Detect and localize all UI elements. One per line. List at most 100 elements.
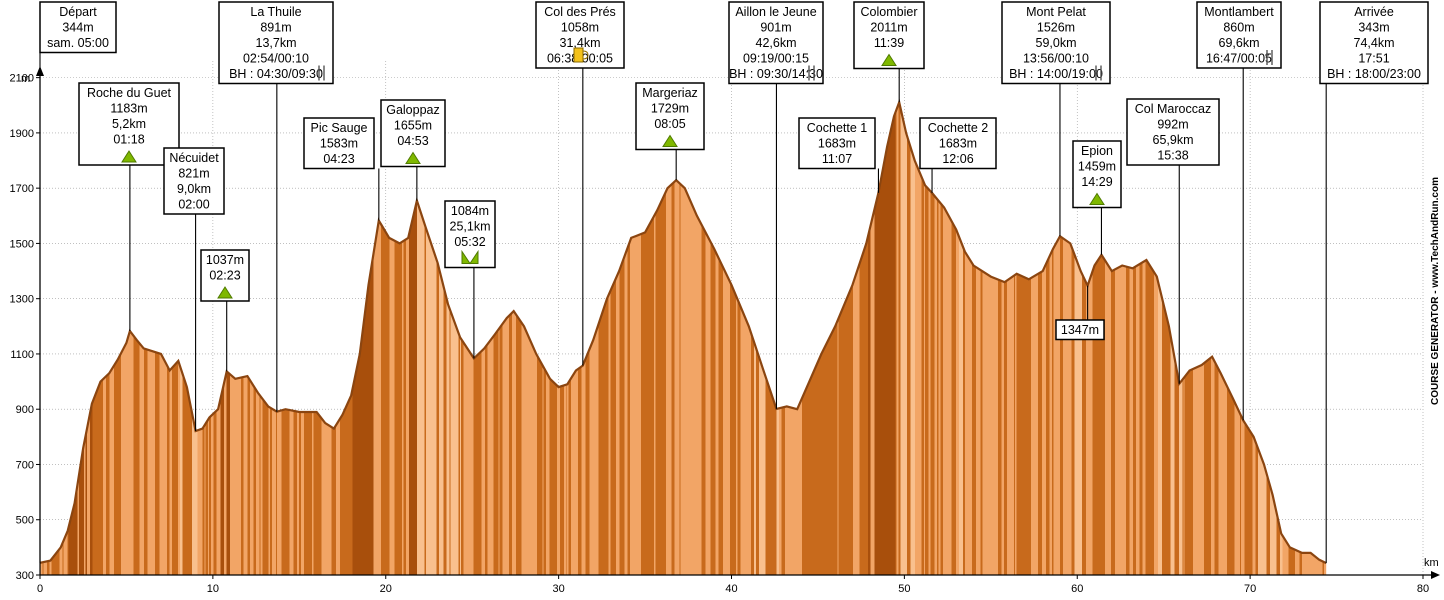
label-time: 16:47/00:05 bbox=[1206, 52, 1272, 66]
label-box bbox=[1126, 98, 1220, 166]
label-time: 02:54/00:10 bbox=[243, 52, 309, 66]
label-time: 01:18 bbox=[113, 133, 144, 147]
y-tick-label: 1500 bbox=[10, 238, 34, 250]
x-tick-label: 70 bbox=[1244, 583, 1256, 595]
x-tick-label: 50 bbox=[898, 583, 910, 595]
label-alt: 1683m bbox=[818, 137, 856, 151]
label-alt: 1655m bbox=[394, 119, 432, 133]
restaurant-icon bbox=[1094, 65, 1102, 81]
y-tick-label: 1100 bbox=[10, 349, 34, 361]
restaurant-icon bbox=[807, 65, 815, 81]
label-alt: 1526m bbox=[1037, 21, 1075, 35]
label-alt: 2011m bbox=[870, 21, 907, 35]
label-alt: 860m bbox=[1223, 21, 1254, 35]
y-axis-label: m bbox=[21, 73, 30, 85]
label-name: Nécuidet bbox=[169, 151, 219, 165]
label-time: 04:23 bbox=[323, 152, 354, 166]
restaurant-icon bbox=[1265, 50, 1273, 65]
drink-icon bbox=[573, 47, 589, 63]
label-alt: 1084m bbox=[451, 204, 489, 218]
y-tick-label: 1900 bbox=[10, 128, 34, 140]
y-tick-label: 500 bbox=[16, 515, 34, 527]
label-alt: 992m bbox=[1157, 118, 1188, 132]
label-box bbox=[39, 1, 117, 54]
label-name: Montlambert bbox=[1204, 5, 1274, 19]
label-name: La Thuile bbox=[250, 5, 301, 19]
credit-text: COURSE GENERATOR - www.TechAndRun.com bbox=[1430, 177, 1441, 405]
label-bh: BH : 14:00/19:00 bbox=[1009, 67, 1103, 81]
y-tick-label: 700 bbox=[16, 459, 34, 471]
y-tick-label: 1300 bbox=[10, 294, 34, 306]
label-dist: 69,6km bbox=[1219, 36, 1260, 50]
waypoint-point-19: 1347m bbox=[1055, 285, 1105, 341]
label-name: Col des Prés bbox=[544, 5, 616, 19]
label-name: Départ bbox=[59, 5, 97, 19]
label-box bbox=[303, 117, 375, 170]
summit-icon bbox=[405, 151, 421, 164]
label-dist: 5,2km bbox=[112, 117, 146, 131]
restaurant-icon bbox=[317, 65, 325, 81]
label-time: 11:07 bbox=[822, 152, 852, 166]
profile-line bbox=[39, 98, 1327, 565]
label-box bbox=[1001, 1, 1111, 85]
label-dist: 59,0km bbox=[1036, 36, 1077, 50]
label-box bbox=[1055, 319, 1105, 341]
y-tick-label: 300 bbox=[16, 570, 34, 582]
label-box bbox=[218, 1, 334, 85]
summit-icon bbox=[217, 286, 233, 299]
label-name: Cochette 1 bbox=[807, 121, 868, 135]
label-box bbox=[444, 200, 496, 269]
label-name: Col Maroccaz bbox=[1135, 102, 1211, 116]
label-name: Aillon le Jeune bbox=[735, 5, 816, 19]
summit-icon bbox=[121, 150, 137, 163]
label-alt: 891m bbox=[260, 21, 291, 35]
label-box bbox=[78, 82, 180, 166]
label-alt: 1459m bbox=[1078, 160, 1116, 174]
label-alt: 821m bbox=[178, 167, 209, 181]
label-name: Cochette 2 bbox=[928, 121, 989, 135]
label-box bbox=[919, 117, 997, 170]
x-tick-label: 80 bbox=[1417, 583, 1429, 595]
label-box bbox=[380, 99, 446, 168]
label-time: 12:06 bbox=[942, 152, 973, 166]
label-bh: BH : 18:00/23:00 bbox=[1327, 67, 1421, 81]
label-info: sam. 05:00 bbox=[47, 36, 109, 50]
label-alt: 1729m bbox=[651, 102, 689, 116]
label-time: 05:32 bbox=[454, 235, 485, 249]
valley-icon bbox=[461, 249, 479, 265]
label-alt: 344m bbox=[62, 21, 93, 35]
label-name: Colombier bbox=[861, 5, 918, 19]
label-dist: 74,4km bbox=[1354, 36, 1395, 50]
label-alt: 1183m bbox=[110, 102, 147, 116]
label-box bbox=[798, 117, 876, 170]
label-name: Mont Pelat bbox=[1026, 5, 1086, 19]
label-alt: 901m bbox=[760, 21, 791, 35]
label-time: 11:39 bbox=[874, 36, 904, 50]
label-alt: 1347m bbox=[1061, 323, 1099, 337]
label-dist: 65,9km bbox=[1153, 133, 1194, 147]
summit-icon bbox=[1089, 192, 1105, 205]
label-bh: BH : 09:30/14:30 bbox=[729, 67, 823, 81]
label-dist: 42,6km bbox=[756, 36, 797, 50]
summit-icon bbox=[662, 134, 678, 147]
x-tick-label: 10 bbox=[207, 583, 219, 595]
x-axis-label: km bbox=[1424, 557, 1439, 569]
label-alt: 1683m bbox=[939, 137, 977, 151]
y-tick-label: 1700 bbox=[10, 183, 34, 195]
label-name: Pic Sauge bbox=[311, 121, 368, 135]
y-tick-label: 2100 bbox=[10, 73, 34, 85]
label-dist: 25,1km bbox=[450, 220, 491, 234]
